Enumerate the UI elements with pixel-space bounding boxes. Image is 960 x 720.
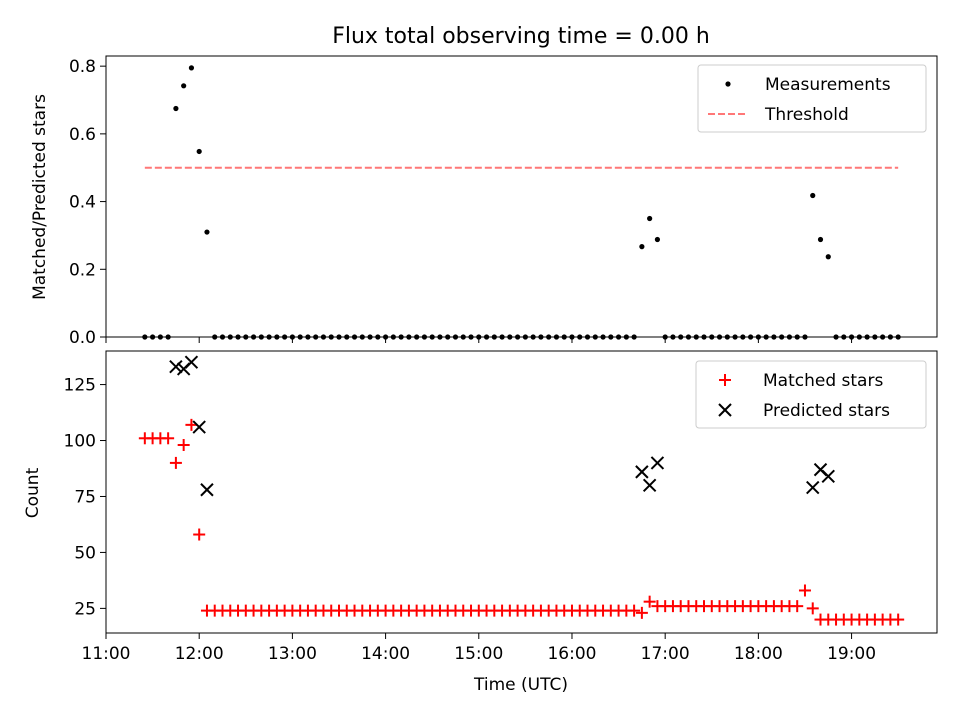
- matched-point-64: [635, 606, 648, 619]
- matched-point-85: [798, 584, 811, 597]
- bottom-y-ticks: 25 50 75 100 125: [64, 376, 106, 619]
- y-tick-label-0-2: 0.4: [69, 193, 96, 213]
- y-tick-label-0-0: 0.0: [69, 328, 96, 348]
- x-tick-label-2: 13:00: [268, 644, 317, 664]
- top-legend-box: [697, 64, 927, 133]
- top-y-axis-label: Matched/Predicted stars: [30, 94, 50, 300]
- measurement-point-65: [647, 215, 653, 222]
- predicted-point-6: [642, 478, 657, 492]
- x-tick-label-1: 12:00: [175, 644, 224, 664]
- predicted-point-8: [806, 480, 820, 495]
- predicted-point-2: [184, 355, 199, 369]
- matched-point-7: [193, 528, 206, 541]
- y-tick-label-1-3: 100: [64, 432, 96, 452]
- matched-point-63: [628, 604, 641, 617]
- y-tick-label-1-0: 25: [74, 599, 96, 619]
- y-tick-label-1-2: 75: [74, 487, 96, 507]
- legend-measurements-marker: [725, 81, 731, 87]
- top-plot-marks: [142, 65, 901, 340]
- x-tick-label-0: 11:00: [82, 644, 131, 664]
- measurement-point-7: [196, 148, 202, 155]
- bottom-y-axis-label: Count: [23, 467, 43, 518]
- matched-point-5: [177, 439, 190, 451]
- measurement-point-5: [181, 83, 187, 89]
- measurement-point-64: [639, 244, 645, 250]
- measurement-point-87: [817, 236, 824, 243]
- x-tick-label-7: 18:00: [734, 644, 783, 664]
- top-plot-frame: [105, 55, 938, 338]
- bottom-legend: Matched stars Predicted stars: [695, 360, 927, 429]
- legend-threshold-label: Threshold: [764, 105, 849, 125]
- predicted-point-0: [169, 359, 183, 374]
- measurement-point-66: [654, 236, 661, 243]
- top-chart-title: Flux total observing time = 0.00 h: [332, 24, 710, 49]
- bottom-x-ticks: 11:00 12:00 13:00 14:00 15:00 16:00 17:00 18:00…: [82, 633, 876, 664]
- x-axis-label: Time (UTC): [473, 675, 568, 695]
- bottom-legend-box: [695, 360, 927, 429]
- top-x-ticks: [105, 337, 853, 343]
- measurement-point-8: [204, 229, 210, 235]
- y-tick-label-1-1: 50: [74, 543, 96, 563]
- matched-point-4: [169, 456, 182, 469]
- bottom-plot-frame: [105, 350, 938, 634]
- predicted-point-3: [192, 420, 206, 434]
- top-y-ticks: 0.0 0.2 0.4 0.6 0.8: [69, 57, 106, 348]
- legend-matched-marker: [719, 374, 731, 386]
- measurement-point-4: [173, 105, 179, 112]
- matched-point-86: [806, 602, 819, 615]
- measurement-point-86: [810, 192, 816, 199]
- predicted-point-4: [200, 483, 214, 497]
- predicted-point-5: [635, 465, 649, 479]
- matched-point-65: [643, 595, 656, 608]
- top-legend: Measurements Threshold: [697, 64, 927, 133]
- legend-measurements-label: Measurements: [765, 75, 891, 95]
- y-tick-label-0-3: 0.6: [69, 125, 96, 145]
- x-tick-label-5: 16:00: [547, 644, 596, 664]
- measurement-point-88: [825, 254, 831, 260]
- measurement-point-6: [188, 65, 195, 71]
- y-tick-label-0-4: 0.8: [69, 57, 96, 77]
- y-tick-label-0-1: 0.2: [69, 260, 96, 280]
- legend-matched-label: Matched stars: [763, 371, 883, 391]
- x-tick-label-6: 17:00: [641, 644, 690, 664]
- x-tick-label-8: 19:00: [827, 644, 876, 664]
- matched-point-84: [791, 600, 804, 613]
- y-tick-label-1-4: 125: [64, 376, 96, 396]
- bottom-plot-marks: [138, 355, 905, 626]
- legend-predicted-label: Predicted stars: [763, 401, 890, 421]
- x-tick-label-3: 14:00: [361, 644, 410, 664]
- matched-point-3: [162, 432, 175, 445]
- legend-predicted-marker: [718, 403, 732, 417]
- x-tick-label-4: 15:00: [454, 644, 503, 664]
- matched-point-97: [892, 613, 905, 626]
- predicted-point-10: [821, 469, 835, 484]
- matched-point-6: [185, 418, 198, 431]
- predicted-point-7: [650, 456, 665, 470]
